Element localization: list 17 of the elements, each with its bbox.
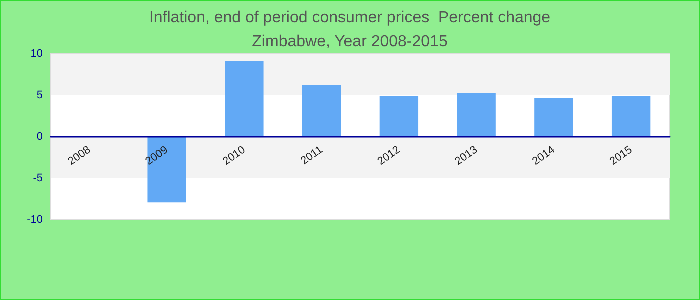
x-tick-label: 2009 [144,144,171,168]
x-tick-label: 2010 [220,144,248,168]
y-tick-label: -5 [33,172,43,184]
bar [380,96,419,137]
bar [457,93,496,137]
bar [612,96,651,137]
chart-title: Inflation, end of period consumer prices Percent change [149,10,551,26]
x-tick-label: 2011 [298,144,326,168]
y-tick-label: 10 [30,48,43,60]
y-tick-label: 0 [36,131,43,143]
bar [148,137,186,203]
bar [534,98,574,137]
y-tick-label: 5 [36,90,43,102]
bar [302,86,342,137]
bar [225,61,264,137]
chart-subtitle: Zimbabwe, Year 2008-2015 [252,34,448,50]
y-tick-label: -10 [27,214,43,226]
